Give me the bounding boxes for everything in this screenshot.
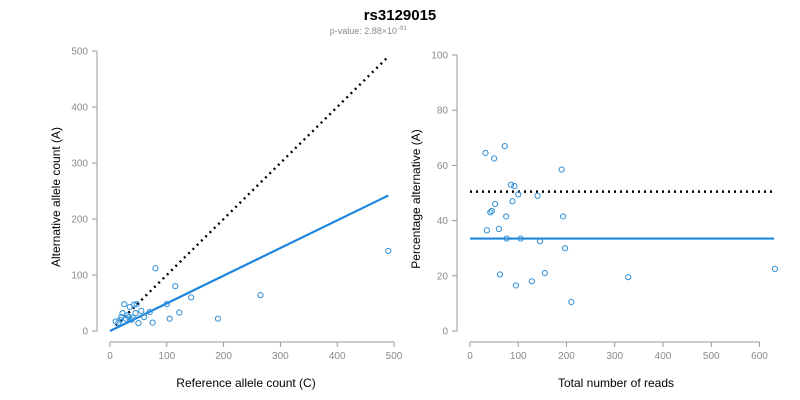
y-tick-label: 0: [442, 327, 448, 338]
data-point: [503, 213, 510, 220]
data-point: [138, 307, 145, 314]
data-point: [385, 247, 392, 255]
data-point: [117, 316, 124, 323]
data-point: [568, 298, 575, 306]
x-tick-label: 400: [655, 351, 672, 362]
data-point: [140, 313, 148, 321]
data-point: [536, 238, 544, 245]
data-point: [491, 200, 499, 208]
data-point: [771, 265, 779, 272]
count-plot: 0 100 200 300 400 500 0 100 200 300 400 500 Referenc…: [49, 47, 403, 391]
y-tick-label: 100: [431, 51, 448, 62]
data-point: [176, 309, 183, 316]
y-axis-label: Percentage alternative (A): [409, 129, 423, 268]
data-point: [149, 319, 156, 326]
x-tick-label: 0: [107, 351, 113, 362]
y-tick-label: 400: [71, 103, 88, 114]
data-point: [512, 282, 519, 289]
data-point: [487, 209, 494, 216]
x-tick-label: 500: [386, 351, 403, 362]
x-axis-label: Total number of reads: [558, 376, 674, 390]
p-value-exponent: -91: [398, 26, 407, 32]
data-point: [133, 301, 140, 308]
data-point: [257, 292, 264, 299]
data-point: [188, 294, 195, 301]
y-tick-label: 100: [71, 271, 88, 282]
data-point: [528, 278, 535, 285]
data-point: [534, 192, 541, 199]
percentage-plot: 0 100 200 300 400 500 600 0 20 40 60 80 100 Total num…: [409, 51, 779, 390]
y-tick-label: 0: [82, 327, 88, 338]
data-point: [146, 308, 153, 316]
data-point: [482, 149, 489, 157]
data-point: [483, 227, 490, 234]
x-tick-label: 100: [158, 351, 175, 362]
reference-line: [114, 55, 390, 327]
data-point: [132, 309, 139, 317]
y-tick-label: 500: [71, 47, 88, 58]
data-point: [135, 320, 142, 327]
data-point: [130, 301, 137, 308]
y-tick-label: 20: [437, 271, 449, 282]
x-tick-label: 0: [467, 351, 473, 362]
fit-line: [109, 194, 389, 332]
data-point: [625, 274, 632, 281]
data-point: [517, 235, 524, 242]
p-value-text: p-value: 2.88×10: [330, 26, 397, 36]
data-point: [129, 314, 136, 321]
data-point: [495, 225, 503, 232]
x-tick-label: 200: [558, 351, 575, 362]
data-point: [507, 181, 515, 188]
data-point: [496, 271, 504, 278]
chart-title: rs3129015: [364, 7, 437, 24]
data-point: [541, 269, 548, 277]
data-point: [511, 183, 518, 190]
y-tick-label: 40: [437, 216, 449, 227]
data-point: [152, 265, 159, 272]
x-tick-label: 600: [751, 351, 768, 362]
data-point: [509, 198, 516, 205]
x-tick-label: 300: [606, 351, 623, 362]
x-tick-label: 200: [215, 351, 232, 362]
x-tick-label: 100: [510, 351, 527, 362]
x-tick-label: 300: [272, 351, 289, 362]
data-point: [121, 301, 128, 308]
data-point: [172, 283, 179, 290]
data-point: [214, 315, 222, 322]
y-tick-label: 300: [71, 159, 88, 170]
y-tick-label: 200: [71, 215, 88, 226]
data-point: [123, 312, 131, 319]
data-point: [558, 166, 565, 173]
data-point: [515, 191, 522, 198]
y-tick-label: 80: [437, 106, 449, 117]
data-point: [166, 315, 173, 322]
data-point: [491, 155, 498, 162]
x-axis-label: Reference allele count (C): [176, 376, 315, 390]
x-tick-label: 500: [703, 351, 720, 362]
x-tick-label: 400: [329, 351, 346, 362]
data-point: [503, 235, 510, 242]
y-tick-label: 60: [437, 161, 449, 172]
data-point: [501, 142, 508, 150]
y-axis-label: Alternative allele count (A): [49, 127, 63, 267]
data-point: [560, 213, 567, 220]
data-point: [561, 245, 569, 252]
data-point: [163, 301, 170, 308]
data-point: [488, 207, 495, 215]
